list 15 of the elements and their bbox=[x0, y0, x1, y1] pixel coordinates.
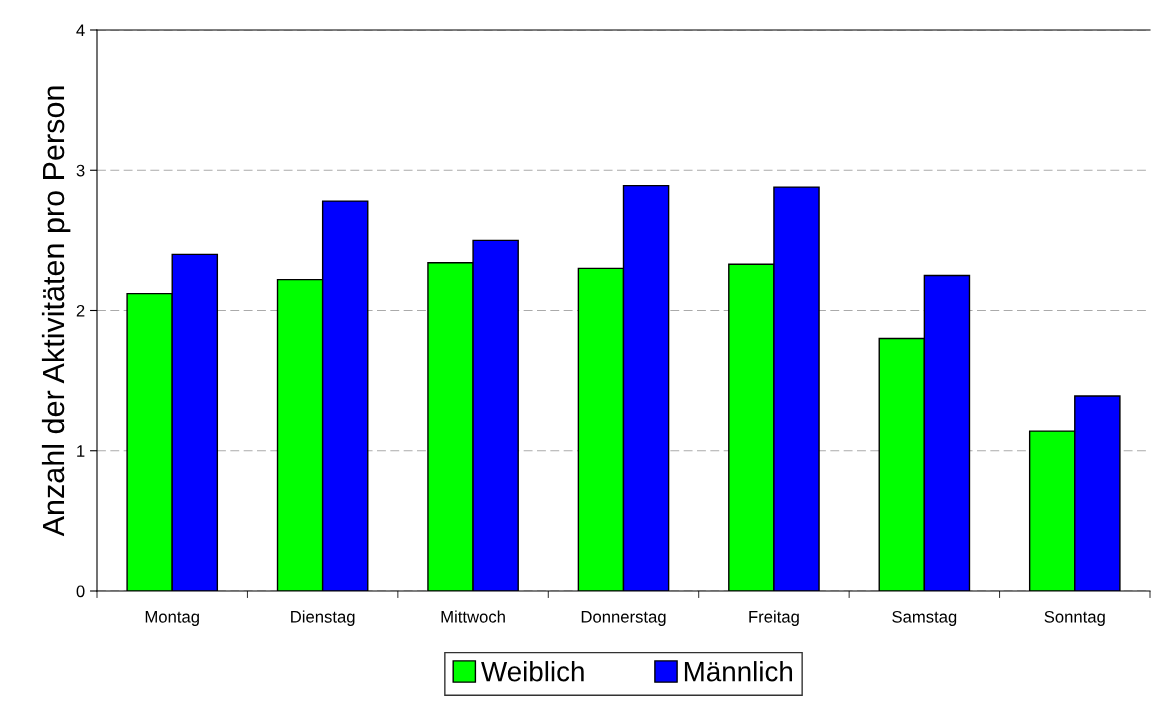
y-tick-label: 0 bbox=[76, 585, 85, 598]
x-tick-label: Donnerstag bbox=[581, 611, 666, 626]
y-tick-label: 4 bbox=[76, 24, 85, 37]
x-tick-label: Freitag bbox=[749, 610, 799, 626]
legend-label: Weiblich bbox=[481, 661, 584, 682]
x-tick-label: Sonntag bbox=[1044, 610, 1105, 626]
y-tick-label: 3 bbox=[76, 164, 85, 177]
x-tick-label: Montag bbox=[145, 611, 199, 626]
x-tick-label: Mittwoch bbox=[441, 610, 505, 623]
y-tick-label: 1 bbox=[77, 445, 85, 457]
y-axis-title: Anzahl der Aktivitäten pro Person bbox=[41, 86, 71, 537]
y-tick-label: 2 bbox=[76, 304, 85, 317]
x-tick-label: Dienstag bbox=[291, 610, 355, 626]
x-tick-label: Samstag bbox=[892, 610, 957, 626]
legend-label: Männlich bbox=[684, 661, 793, 682]
